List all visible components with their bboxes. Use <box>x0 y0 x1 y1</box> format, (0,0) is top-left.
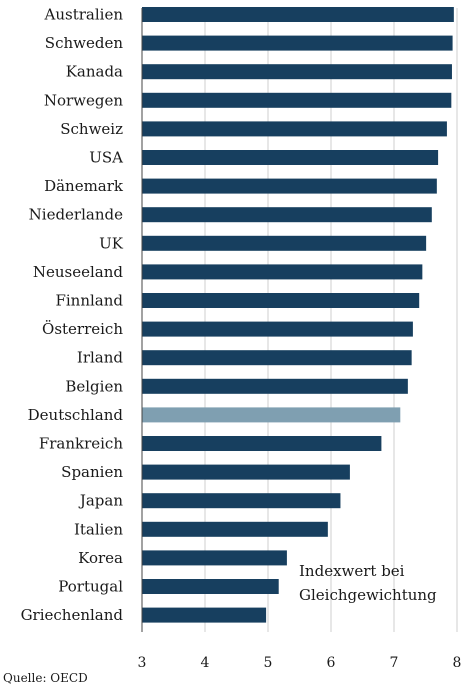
category-label: Japan <box>78 492 124 510</box>
x-tick-label: 4 <box>201 655 210 671</box>
bar <box>142 436 382 451</box>
category-label: UK <box>99 234 124 252</box>
category-label: Spanien <box>61 463 123 481</box>
x-tick-label: 8 <box>453 655 462 671</box>
category-labels: Australien Schweden Kanada Norwegen Schweiz U… <box>21 6 124 625</box>
bar <box>142 378 408 394</box>
bar <box>142 350 412 366</box>
category-label: Niederlande <box>29 206 123 224</box>
category-label: Finnland <box>55 292 123 310</box>
x-tick-label: 5 <box>264 655 273 671</box>
category-label: Portugal <box>58 578 123 596</box>
category-label: Schweiz <box>60 120 123 138</box>
bar <box>142 550 287 566</box>
category-label: Griechenland <box>21 606 124 624</box>
bar <box>142 321 413 337</box>
category-label: Deutschland <box>28 406 124 424</box>
bar <box>142 92 452 108</box>
bar <box>142 121 447 137</box>
bar <box>142 293 420 308</box>
category-label: USA <box>89 149 123 167</box>
bar <box>142 7 454 22</box>
category-label: Irland <box>77 349 123 367</box>
bars <box>142 7 454 623</box>
bar <box>142 178 437 194</box>
bar <box>142 150 439 165</box>
x-tick-labels: 3 4 5 6 7 8 <box>138 655 462 671</box>
category-label: Schweden <box>45 34 124 52</box>
bar <box>142 35 453 51</box>
bar <box>142 579 279 594</box>
category-label: Belgien <box>65 377 123 395</box>
category-label: Korea <box>78 549 123 567</box>
bar <box>142 264 423 280</box>
category-label: Norwegen <box>44 91 124 109</box>
category-label: Neuseeland <box>33 263 124 281</box>
category-label: Frankreich <box>39 435 124 453</box>
x-tick-label: 7 <box>390 655 399 671</box>
category-label: Kanada <box>66 63 123 81</box>
x-tick-label: 3 <box>138 655 147 671</box>
category-label: Italien <box>74 520 123 538</box>
bar <box>142 607 267 623</box>
category-label: Australien <box>44 6 124 24</box>
annotation-line-2: Gleichgewichtung <box>299 586 437 604</box>
source-note: Quelle: OECD <box>3 671 88 685</box>
x-tick-label: 6 <box>327 655 336 671</box>
bar <box>142 64 452 80</box>
bar <box>142 521 328 537</box>
bar-highlight <box>142 407 401 423</box>
category-label: Dänemark <box>44 177 124 195</box>
bar <box>142 235 427 251</box>
annotation-line-1: Indexwert bei <box>299 562 405 580</box>
bar <box>142 493 341 509</box>
bar <box>142 464 350 480</box>
bar <box>142 207 432 223</box>
category-label: Österreich <box>42 320 123 338</box>
